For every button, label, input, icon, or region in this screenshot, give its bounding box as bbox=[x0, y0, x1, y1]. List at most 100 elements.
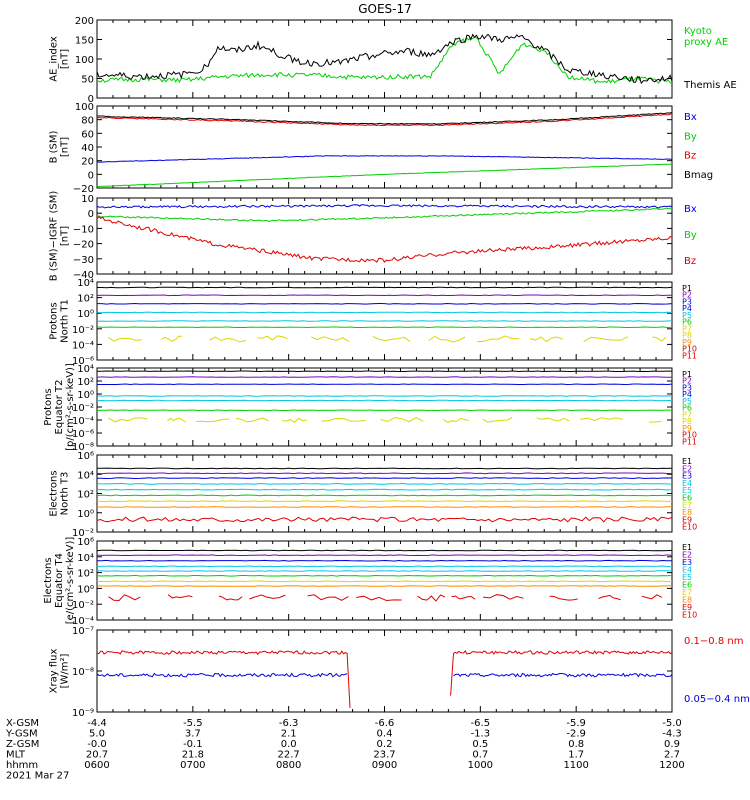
series-by bbox=[97, 163, 673, 188]
legend-label: P1 bbox=[682, 284, 692, 293]
footer-value: -4.4 bbox=[87, 718, 107, 729]
legend-label: By bbox=[684, 131, 697, 142]
legend-label: E9 bbox=[682, 515, 692, 524]
series-p7 bbox=[529, 336, 563, 343]
y-tick-label: 10⁶ bbox=[77, 451, 94, 462]
y-tick-label: 10⁴ bbox=[77, 470, 94, 481]
legend-label: Bx bbox=[684, 112, 697, 123]
series-p2 bbox=[96, 376, 672, 378]
y-axis-label: AE_index bbox=[49, 36, 60, 82]
footer-value: -5.0 bbox=[662, 718, 682, 729]
y-tick-label: 10⁻⁶ bbox=[72, 356, 94, 367]
series-e7 bbox=[96, 580, 673, 583]
series-p7 bbox=[580, 417, 624, 421]
y-tick-label: 10⁰ bbox=[77, 390, 94, 401]
panel-bsm: −20 0 20 40 60 80 100 B (SM) [nT] Bx By Bz Bmag bbox=[49, 102, 714, 195]
panel-frame bbox=[96, 19, 673, 99]
y-tick-label: 10⁻⁴ bbox=[72, 416, 94, 427]
y-tick-label: 10⁻² bbox=[72, 600, 94, 611]
legend-label: P1 bbox=[682, 370, 692, 379]
legend-label: Kyoto bbox=[684, 26, 712, 37]
series-p5 bbox=[96, 399, 673, 402]
y-tick-label: 50 bbox=[81, 75, 94, 86]
panel-frame bbox=[96, 454, 673, 533]
panel-pe: 10⁻⁸ 10⁻⁶ 10⁻⁴ 10⁻² 10⁰ 10² 10⁴ Protons Equator … bbox=[43, 363, 697, 453]
series-e9 bbox=[451, 595, 476, 600]
y-tick-label: 0 bbox=[88, 209, 94, 220]
y-axis-label: [nT] bbox=[60, 226, 71, 246]
y-axis-label: B (SM)−IGRF (SM) bbox=[49, 191, 60, 282]
footer-row-label: Z-GSM bbox=[6, 739, 39, 750]
series-e3 bbox=[97, 559, 672, 562]
series-e9 bbox=[108, 594, 141, 602]
legend-label: E6 bbox=[682, 581, 692, 590]
y-tick-label: 150 bbox=[75, 36, 94, 47]
series-e9 bbox=[549, 595, 578, 601]
series-bx bbox=[96, 155, 673, 163]
footer-value: -4.3 bbox=[662, 729, 682, 740]
footer-value: 0.5 bbox=[472, 739, 488, 750]
series-p7 bbox=[257, 335, 288, 341]
series-e1 bbox=[97, 467, 673, 470]
y-tick-label: 0 bbox=[88, 170, 94, 181]
legend-label: E4 bbox=[682, 566, 692, 575]
y-axis-label: [e/(cm²-s-sr-keV)] bbox=[65, 537, 76, 625]
series-p7 bbox=[108, 337, 142, 342]
legend-label: P6 bbox=[682, 404, 692, 413]
footer-value: -5.5 bbox=[183, 718, 203, 729]
legend-label: P9 bbox=[682, 424, 692, 433]
footer-value: 0.8 bbox=[568, 739, 584, 750]
series-p3 bbox=[97, 302, 673, 305]
y-tick-label: 10⁻⁸ bbox=[72, 667, 94, 678]
series-e8 bbox=[96, 506, 672, 508]
series-e9 bbox=[167, 594, 193, 599]
y-tick-label: −10 bbox=[73, 224, 94, 235]
legend-label: E5 bbox=[682, 486, 692, 495]
y-tick-label: 10² bbox=[77, 490, 94, 501]
series-p7 bbox=[482, 416, 513, 423]
series-p7 bbox=[649, 420, 662, 423]
y-tick-label: 10⁴ bbox=[77, 278, 94, 289]
y-tick-label: 100 bbox=[75, 55, 94, 66]
panel-frame bbox=[96, 367, 673, 447]
footer-value: 0900 bbox=[372, 760, 397, 771]
legend-label: P2 bbox=[682, 291, 692, 300]
footer-value: 2.1 bbox=[281, 729, 297, 740]
y-tick-label: 10² bbox=[77, 294, 94, 305]
y-tick-label: 10⁻² bbox=[72, 325, 94, 336]
series-p3 bbox=[97, 383, 673, 386]
series-p7 bbox=[583, 336, 629, 342]
y-tick-label: 10² bbox=[77, 377, 94, 388]
legend-label: P8 bbox=[682, 331, 692, 340]
footer-value: 22.7 bbox=[278, 750, 300, 761]
y-axis-label: North T1 bbox=[60, 299, 71, 343]
y-tick-label: 10⁴ bbox=[77, 553, 94, 564]
y-axis-label: Equator T2 bbox=[54, 380, 65, 435]
y-axis-label: North T3 bbox=[60, 472, 71, 516]
y-axis-label: [p/(cm²-s-sr-keV)] bbox=[65, 363, 76, 451]
legend-label: E7 bbox=[682, 501, 692, 510]
series-by bbox=[96, 207, 673, 222]
series-p7 bbox=[321, 417, 366, 422]
series-e2 bbox=[96, 554, 673, 557]
series-p1 bbox=[97, 370, 672, 373]
series-p7 bbox=[311, 336, 350, 343]
footer-date: 2021 Mar 27 bbox=[6, 771, 69, 782]
series-p7 bbox=[443, 417, 470, 423]
panel-bigrf: −40 −30 −20 −10 0 10 B (SM)−IGRF (SM) [nT] Bx By B… bbox=[49, 191, 697, 282]
series-p7 bbox=[161, 335, 183, 342]
footer-value: 0.9 bbox=[664, 739, 680, 750]
legend-label: E7 bbox=[682, 588, 692, 597]
y-tick-label: −20 bbox=[73, 240, 94, 251]
legend-label: E1 bbox=[682, 457, 692, 466]
legend-label: P7 bbox=[682, 410, 692, 419]
legend-label: E6 bbox=[682, 494, 692, 503]
series-bmag bbox=[96, 112, 673, 125]
series-p4 bbox=[96, 395, 673, 397]
legend-label: Themis AE bbox=[683, 80, 737, 91]
footer-row-label: MLT bbox=[6, 750, 26, 761]
series-p7 bbox=[282, 417, 307, 424]
footer-value: -0.0 bbox=[87, 739, 107, 750]
y-tick-label: 10⁻⁴ bbox=[72, 616, 94, 627]
footer-value: 1100 bbox=[563, 760, 588, 771]
